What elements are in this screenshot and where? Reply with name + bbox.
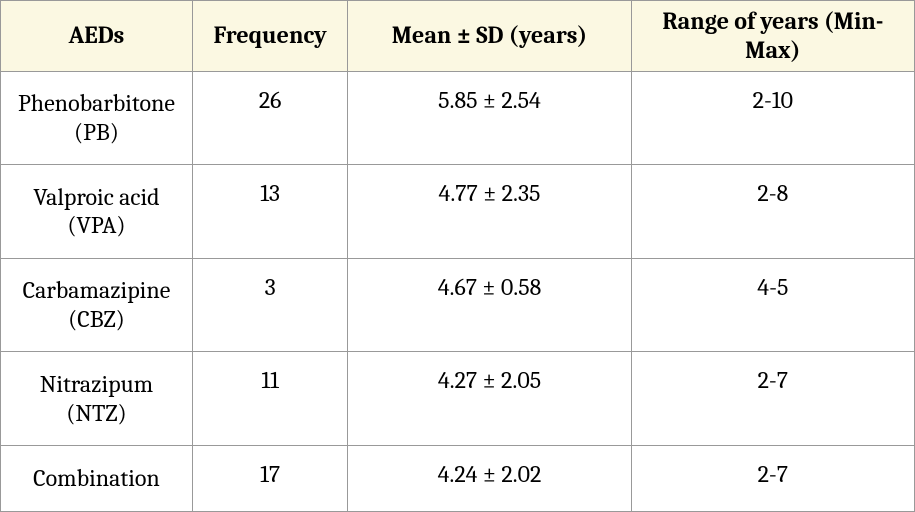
aed-table: AEDs Frequency Mean ± SD (years) Range o…: [0, 0, 915, 512]
cell-mean-sd: 4.67 ± 0.58: [348, 258, 631, 352]
cell-frequency: 26: [192, 71, 347, 165]
cell-aed: Nitrazipum (NTZ): [1, 352, 193, 446]
col-header-aeds: AEDs: [1, 1, 193, 72]
cell-frequency: 13: [192, 165, 347, 259]
table-row: Combination 17 4.24 ± 2.02 2-7: [1, 445, 915, 511]
cell-frequency: 17: [192, 445, 347, 511]
cell-aed: Combination: [1, 445, 193, 511]
cell-frequency: 11: [192, 352, 347, 446]
col-header-mean-sd: Mean ± SD (years): [348, 1, 631, 72]
col-header-frequency: Frequency: [192, 1, 347, 72]
cell-mean-sd: 4.24 ± 2.02: [348, 445, 631, 511]
table-row: Nitrazipum (NTZ) 11 4.27 ± 2.05 2-7: [1, 352, 915, 446]
cell-range: 2-10: [631, 71, 914, 165]
cell-range: 2-8: [631, 165, 914, 259]
table-header-row: AEDs Frequency Mean ± SD (years) Range o…: [1, 1, 915, 72]
cell-range: 2-7: [631, 352, 914, 446]
cell-mean-sd: 4.77 ± 2.35: [348, 165, 631, 259]
table-row: Valproic acid (VPA) 13 4.77 ± 2.35 2-8: [1, 165, 915, 259]
cell-range: 4-5: [631, 258, 914, 352]
table-row: Carbamazipine (CBZ) 3 4.67 ± 0.58 4-5: [1, 258, 915, 352]
col-header-range: Range of years (Min-Max): [631, 1, 914, 72]
cell-mean-sd: 5.85 ± 2.54: [348, 71, 631, 165]
cell-mean-sd: 4.27 ± 2.05: [348, 352, 631, 446]
cell-range: 2-7: [631, 445, 914, 511]
table-row: Phenobarbitone (PB) 26 5.85 ± 2.54 2-10: [1, 71, 915, 165]
cell-aed: Phenobarbitone (PB): [1, 71, 193, 165]
cell-frequency: 3: [192, 258, 347, 352]
cell-aed: Carbamazipine (CBZ): [1, 258, 193, 352]
cell-aed: Valproic acid (VPA): [1, 165, 193, 259]
